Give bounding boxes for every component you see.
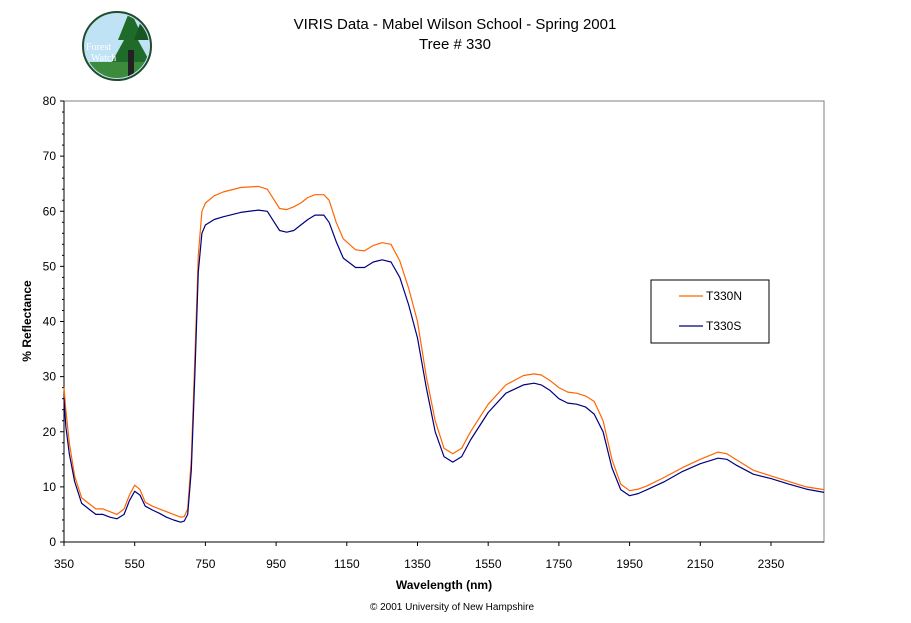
series-layer (63, 185, 825, 523)
x-tick-label: 550 (125, 557, 145, 571)
y-tick-label: 40 (43, 315, 57, 329)
y-axis-ticks: 0 10 20 30 40 50 60 70 80 (43, 94, 64, 549)
legend-label-t330s: T330S (706, 319, 741, 333)
logo-text-line2: Watch (91, 53, 116, 64)
y-tick-label: 50 (43, 259, 57, 273)
x-tick-label: 750 (195, 557, 215, 571)
x-tick-label: 1950 (616, 557, 643, 571)
y-tick-label: 70 (43, 149, 57, 163)
legend-box (650, 279, 770, 344)
legend-label-t330n: T330N (706, 289, 742, 303)
x-tick-label: 2150 (687, 557, 714, 571)
y-tick-label: 30 (43, 370, 57, 384)
legend: T330N T330S (650, 279, 770, 344)
chart-subtitle: Tree # 330 (419, 36, 491, 53)
y-tick-label: 20 (43, 425, 57, 439)
y-axis-label: % Reflectance (20, 280, 34, 362)
y-tick-label: 80 (43, 94, 57, 108)
x-tick-label: 1750 (546, 557, 573, 571)
y-tick-label: 60 (43, 204, 57, 218)
x-tick-label: 350 (54, 557, 74, 571)
series-line-t330s (63, 209, 825, 523)
logo-text-line1: Forest (86, 42, 111, 53)
copyright-text: © 2001 University of New Hampshire (370, 602, 535, 613)
y-tick-label: 10 (43, 480, 57, 494)
x-axis-ticks: 350 550 750 950 1150 1350 1550 1750 1950 2150 2350 (54, 542, 785, 571)
x-tick-label: 1550 (475, 557, 502, 571)
x-tick-label: 1150 (334, 557, 360, 571)
forest-watch-logo: Forest Watch (82, 11, 152, 81)
x-axis-label: Wavelength (nm) (396, 578, 492, 592)
x-tick-label: 2350 (758, 557, 785, 571)
x-tick-label: 1350 (404, 557, 431, 571)
series-line-t330n (63, 185, 825, 518)
x-tick-label: 950 (266, 557, 286, 571)
y-tick-label: 0 (49, 535, 56, 549)
chart-title: VIRIS Data - Mabel Wilson School - Sprin… (294, 16, 617, 33)
